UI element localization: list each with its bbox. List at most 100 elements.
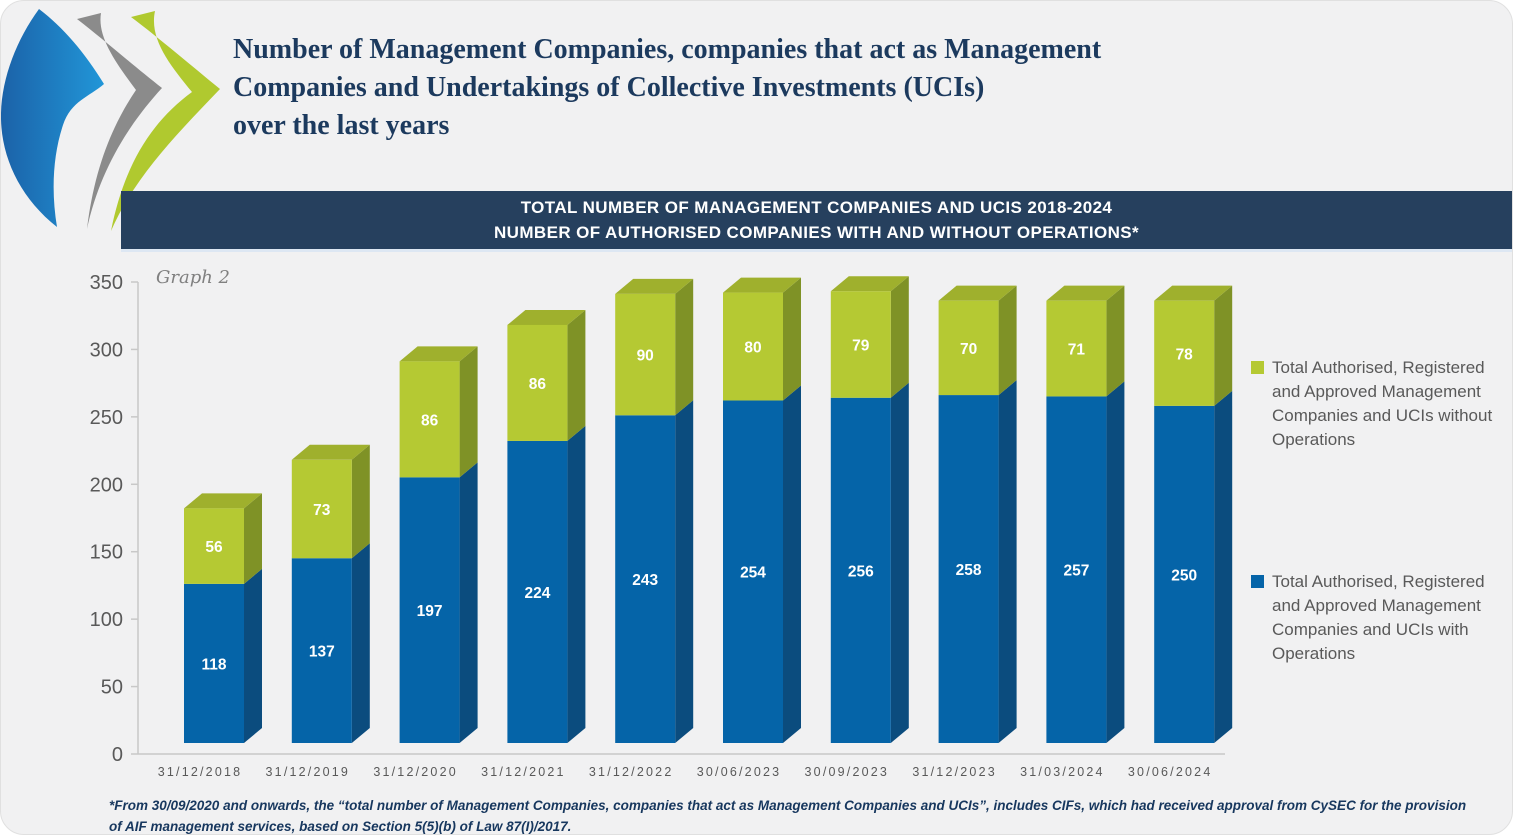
legend-label-with-operations: Total Authorised, Registered and Approve… xyxy=(1272,572,1485,663)
cysec-logo xyxy=(1,9,220,231)
bar-segment-without-ops-side xyxy=(351,444,370,559)
bar-segment-with-ops xyxy=(507,440,568,743)
bar-segment-without-ops-top xyxy=(938,285,1017,301)
bar-value-with-ops: 243 xyxy=(632,572,658,589)
bar-segment-with-ops xyxy=(830,397,891,743)
legend-item-without-operations: Total Authorised, Registered and Approve… xyxy=(1251,356,1509,452)
bar-segment-with-ops xyxy=(399,477,460,743)
bar-segment-without-ops-top xyxy=(723,277,801,293)
banner-line-1: TOTAL NUMBER OF MANAGEMENT COMPANIES AND… xyxy=(520,198,1113,217)
y-axis-tick-label: 50 xyxy=(101,677,123,699)
bar-segment-with-ops xyxy=(1154,405,1215,743)
bar-segment-without-ops xyxy=(291,459,352,559)
x-axis-label: 30/09/2023 xyxy=(805,765,890,779)
page-title: Number of Management Companies, companie… xyxy=(233,34,1102,141)
bar-segment-without-ops xyxy=(723,292,783,401)
bar-segment-without-ops xyxy=(1154,300,1215,406)
bar-segment-with-ops-side xyxy=(244,568,262,743)
bar-segment-without-ops xyxy=(399,361,460,478)
bar-segment-without-ops-side xyxy=(998,285,1017,396)
bar-segment-with-ops-side xyxy=(351,543,370,743)
legend-swatch-blue xyxy=(1251,575,1264,588)
bar-segment-with-ops-side xyxy=(783,385,801,743)
x-axis-label: 31/12/2021 xyxy=(481,765,566,779)
bar-segment-with-ops-side xyxy=(567,425,586,743)
y-axis-tick-label: 100 xyxy=(90,609,123,631)
bar-segment-without-ops-top xyxy=(615,278,694,294)
bar-segment-without-ops xyxy=(830,291,891,398)
graph-number-label: Graph 2 xyxy=(156,267,231,288)
bar-value-without-ops: 70 xyxy=(960,341,977,358)
bar-segment-with-ops-side xyxy=(1214,390,1233,743)
bar-segment-with-ops-side xyxy=(1106,381,1125,743)
bar-segment-without-ops-top xyxy=(1154,285,1233,301)
bar-value-with-ops: 224 xyxy=(524,585,550,602)
x-axis-label: 31/12/2020 xyxy=(373,765,458,779)
bar-segment-with-ops xyxy=(291,558,352,743)
bar-value-without-ops: 78 xyxy=(1176,346,1194,363)
bar-segment-without-ops-top xyxy=(507,309,586,325)
y-axis-tick-label: 0 xyxy=(112,744,123,766)
x-axis-label: 30/06/2024 xyxy=(1128,765,1213,779)
chart-banner: TOTAL NUMBER OF MANAGEMENT COMPANIES AND… xyxy=(121,191,1512,252)
bar-segment-without-ops-side xyxy=(244,493,262,584)
logo-gray-chevron-icon xyxy=(77,13,162,229)
x-axis-label: 30/06/2023 xyxy=(697,765,782,779)
bar-value-without-ops: 56 xyxy=(205,539,223,556)
bar-segment-with-ops xyxy=(1046,396,1107,743)
bar-segment-with-ops-side xyxy=(998,380,1017,743)
y-axis-tick-label: 200 xyxy=(90,474,123,496)
footnote: *From 30/09/2020 and onwards, the “total… xyxy=(109,798,1467,834)
bar-value-without-ops: 71 xyxy=(1068,342,1086,359)
bar-segment-with-ops xyxy=(938,395,999,743)
bar-value-with-ops: 258 xyxy=(956,562,982,579)
bar-value-with-ops: 118 xyxy=(201,656,226,673)
x-axis-label: 31/12/2023 xyxy=(912,765,997,779)
bar-segment-without-ops-top xyxy=(291,444,370,460)
bar-value-without-ops: 80 xyxy=(744,340,761,357)
bar-value-with-ops: 257 xyxy=(1063,563,1089,580)
bar-value-with-ops: 256 xyxy=(848,563,874,580)
bar-segment-without-ops-top xyxy=(830,276,909,292)
legend-label-without-operations: Total Authorised, Registered and Approve… xyxy=(1272,358,1493,449)
y-axis-tick-label: 350 xyxy=(90,272,123,294)
bar-segment-without-ops-side xyxy=(890,276,909,398)
bar-segment-without-ops xyxy=(507,324,568,441)
bar-segment-without-ops-top xyxy=(1046,285,1125,301)
bar-segment-with-ops xyxy=(615,415,676,743)
bar-value-with-ops: 250 xyxy=(1171,567,1197,584)
bar-segment-with-ops xyxy=(184,583,244,743)
x-axis-label: 31/12/2018 xyxy=(158,765,243,779)
bar-value-without-ops: 86 xyxy=(421,412,439,429)
bar-segment-without-ops-side xyxy=(1106,285,1125,397)
bar-value-with-ops: 197 xyxy=(417,603,443,620)
bar-segment-with-ops-side xyxy=(890,382,909,743)
bar-segment-without-ops-side xyxy=(459,346,478,478)
y-axis-tick-label: 250 xyxy=(90,407,123,429)
bar-segment-without-ops-top xyxy=(184,493,262,509)
bar-segment-without-ops-side xyxy=(567,309,586,441)
y-axis-tick-label: 150 xyxy=(90,542,123,564)
bar-segment-with-ops-side xyxy=(459,462,478,743)
banner-line-2: NUMBER OF AUTHORISED COMPANIES WITH AND … xyxy=(493,223,1140,242)
bar-segment-without-ops-side xyxy=(675,278,694,416)
bar-value-without-ops: 86 xyxy=(529,376,547,393)
x-axis-label: 31/03/2024 xyxy=(1020,765,1105,779)
bar-value-with-ops: 254 xyxy=(740,565,766,582)
bar-segment-without-ops-side xyxy=(783,277,801,401)
x-axis-label: 31/12/2019 xyxy=(266,765,351,779)
bar-segment-without-ops-top xyxy=(399,346,478,362)
bar-segment-without-ops-side xyxy=(1214,285,1233,406)
legend-item-with-operations: Total Authorised, Registered and Approve… xyxy=(1251,570,1509,666)
bar-value-without-ops: 73 xyxy=(313,502,331,519)
bar-value-without-ops: 90 xyxy=(637,348,654,365)
chart-legend: Total Authorised, Registered and Approve… xyxy=(1251,356,1509,666)
bar-segment-without-ops xyxy=(184,508,244,584)
bar-segment-with-ops-side xyxy=(675,400,694,743)
logo-green-chevron-icon xyxy=(111,11,220,231)
bar-value-with-ops: 137 xyxy=(309,644,335,661)
bar-value-without-ops: 79 xyxy=(852,337,870,354)
bar-segment-with-ops xyxy=(723,400,783,743)
